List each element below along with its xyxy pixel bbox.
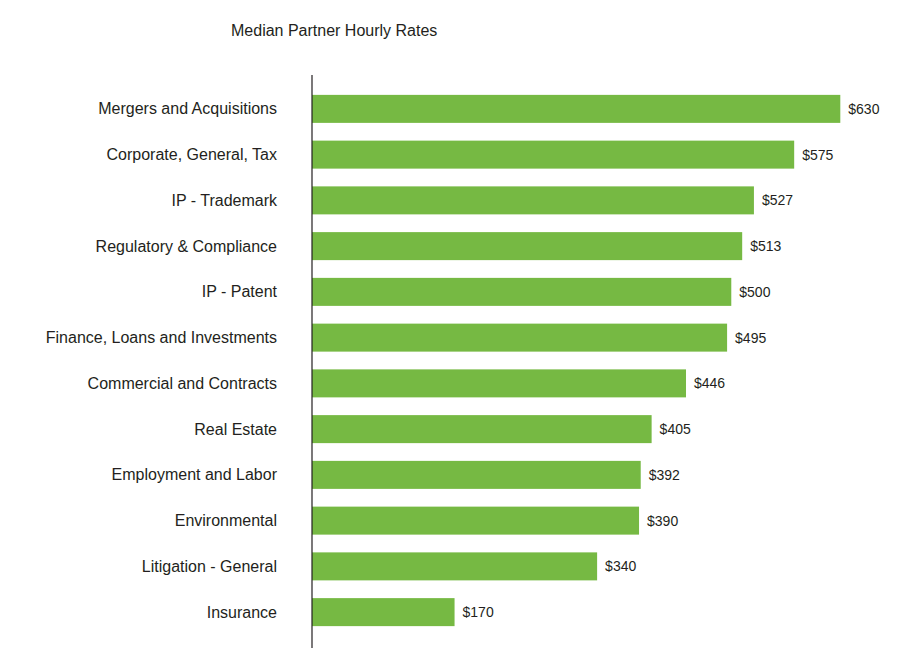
category-label: Employment and Labor <box>112 466 278 483</box>
data-label: $340 <box>605 558 636 574</box>
bar <box>312 278 731 306</box>
category-label: Corporate, General, Tax <box>107 146 277 163</box>
data-label: $170 <box>463 604 494 620</box>
category-label: Regulatory & Compliance <box>96 238 278 255</box>
category-label: Commercial and Contracts <box>88 375 277 392</box>
bar <box>312 369 686 397</box>
data-label: $630 <box>848 101 879 117</box>
category-label: IP - Trademark <box>171 192 278 209</box>
data-label: $405 <box>660 421 691 437</box>
category-label: Finance, Loans and Investments <box>46 329 277 346</box>
data-label: $500 <box>739 284 770 300</box>
category-label: Mergers and Acquisitions <box>98 100 277 117</box>
bars <box>312 95 840 626</box>
bar <box>312 95 840 123</box>
category-label: Real Estate <box>194 421 277 438</box>
bar <box>312 186 754 214</box>
category-label: Litigation - General <box>142 558 277 575</box>
data-label: $575 <box>802 147 833 163</box>
bar <box>312 141 794 169</box>
data-label: $446 <box>694 375 725 391</box>
bar <box>312 232 742 260</box>
category-axis <box>311 75 312 648</box>
data-label: $513 <box>750 238 781 254</box>
data-label: $392 <box>649 467 680 483</box>
bar <box>312 507 639 535</box>
category-label: Environmental <box>175 512 277 529</box>
bar <box>312 461 641 489</box>
bar <box>312 324 727 352</box>
data-label: $390 <box>647 513 678 529</box>
bar <box>312 598 455 626</box>
bar <box>312 552 597 580</box>
data-label: $495 <box>735 330 766 346</box>
chart: Median Partner Hourly Rates Mergers and A… <box>0 0 899 651</box>
category-label: IP - Patent <box>202 283 278 300</box>
chart-title: Median Partner Hourly Rates <box>231 22 437 39</box>
category-label: Insurance <box>207 604 277 621</box>
data-label: $527 <box>762 192 793 208</box>
bar <box>312 415 652 443</box>
